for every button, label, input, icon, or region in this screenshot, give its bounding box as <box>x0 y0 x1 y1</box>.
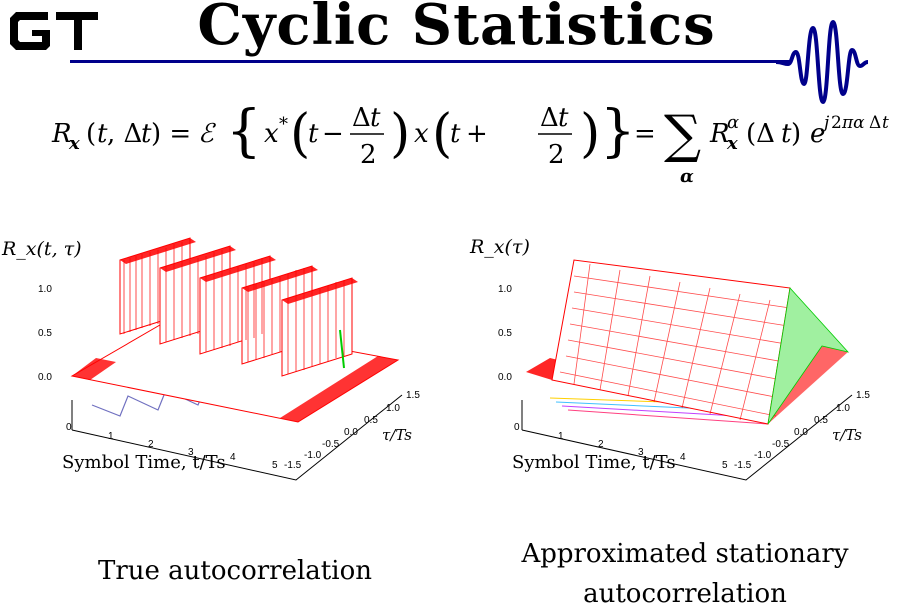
gt-logo <box>10 12 98 50</box>
right-tau-tick-6: -1.5 <box>734 460 752 471</box>
svg-text:t: t <box>558 103 569 133</box>
svg-text:t: t <box>370 103 381 133</box>
left-tau-tick-0: 1.5 <box>406 390 420 401</box>
left-caption: True autocorrelation <box>98 556 372 586</box>
svg-text:2: 2 <box>831 113 842 133</box>
svg-text:t: t <box>882 113 889 133</box>
svg-text:Δ: Δ <box>352 103 371 133</box>
svg-text:t: t <box>450 119 461 149</box>
right-x-tick-0: 0 <box>514 422 520 433</box>
left-tau-tick-1: 1.0 <box>386 403 400 414</box>
svg-text:) =: ) = <box>151 119 191 149</box>
svg-text:): ) <box>791 119 801 149</box>
left-x-tick-4: 4 <box>230 452 236 463</box>
right-tau-label: τ/Ts <box>832 426 862 444</box>
svg-text:+: + <box>466 119 488 149</box>
left-tau-label: τ/Ts <box>382 426 412 444</box>
true-autocorrelation-plot: 1.0 0.5 0.0 0 1 2 3 4 5 1.5 1.0 0.5 0.0 … <box>38 237 420 481</box>
left-tau-tick-3: 0.0 <box>344 427 358 438</box>
left-plot-ylabel: R_x(t, τ) <box>2 238 82 260</box>
right-tau-tick-0: 1.5 <box>856 390 870 401</box>
svg-text:R: R <box>51 119 72 149</box>
left-x-tick-5: 5 <box>272 460 278 471</box>
right-x-tick-1: 1 <box>558 431 564 442</box>
svg-text:α: α <box>680 166 694 187</box>
svg-text:j: j <box>820 113 830 133</box>
left-z-tick-3: 0.0 <box>38 372 52 383</box>
svg-text:e: e <box>810 119 825 149</box>
svg-text:t: t <box>141 119 152 149</box>
svg-text:(: ( <box>290 104 310 164</box>
left-tau-tick-6: -1.5 <box>284 460 302 471</box>
right-tau-tick-5: -1.0 <box>754 450 772 461</box>
right-z-tick-1: 1.0 <box>498 284 512 295</box>
svg-text:, Δ: , Δ <box>107 119 142 149</box>
left-x-tick-0: 0 <box>66 422 72 433</box>
svg-text:x: x <box>414 119 429 149</box>
svg-text:α: α <box>727 112 739 133</box>
svg-text:t: t <box>781 119 792 149</box>
left-xlabel: Symbol Time, t/Ts <box>62 452 226 473</box>
svg-text:∑: ∑ <box>664 105 701 165</box>
svg-text:(: ( <box>86 119 96 149</box>
left-tau-tick-2: 0.5 <box>364 415 378 426</box>
svg-text:(: ( <box>432 104 452 164</box>
svg-text:x: x <box>726 133 738 154</box>
svg-text:2: 2 <box>548 140 565 170</box>
right-xlabel: Symbol Time, t/Ts <box>512 452 676 473</box>
waveform-icon <box>776 19 868 105</box>
left-tau-tick-4: -0.5 <box>322 439 340 450</box>
svg-text:ℰ: ℰ <box>198 119 216 149</box>
left-x-tick-1: 1 <box>108 431 114 442</box>
svg-text:−: − <box>322 119 344 149</box>
svg-text:πα: πα <box>841 113 865 133</box>
svg-text:Δ: Δ <box>869 113 881 133</box>
left-z-tick-1: 1.0 <box>38 284 52 295</box>
right-caption-line1: Approximated stationary <box>521 539 849 569</box>
right-plot-ylabel: R_x(τ) <box>470 236 530 258</box>
left-tau-tick-5: -1.0 <box>304 450 322 461</box>
svg-text:x: x <box>264 119 279 149</box>
svg-text:=: = <box>634 119 656 149</box>
right-z-tick-3: 0.0 <box>498 372 512 383</box>
right-tau-tick-3: 0.0 <box>794 427 808 438</box>
right-x-tick-5: 5 <box>722 460 728 471</box>
svg-text:*: * <box>279 114 288 135</box>
left-x-tick-3: 3 <box>188 447 194 458</box>
stationary-autocorrelation-plot: 1.0 0.5 0.0 0 1 2 3 4 5 1.5 1.0 0.5 0.0 … <box>498 259 870 481</box>
svg-text:t: t <box>97 119 108 149</box>
svg-text:(Δ: (Δ <box>746 119 775 149</box>
slide-title: Cyclic Statistics <box>197 0 716 58</box>
right-x-tick-4: 4 <box>680 452 686 463</box>
svg-text:{: { <box>226 99 262 164</box>
title-underline <box>70 60 790 63</box>
right-caption-line2: autocorrelation <box>583 579 787 609</box>
svg-text:): ) <box>580 104 600 164</box>
right-caption: Approximated stationary autocorrelation <box>500 534 870 614</box>
svg-text:t: t <box>308 119 319 149</box>
svg-text:2: 2 <box>360 140 377 170</box>
right-tau-tick-2: 0.5 <box>814 415 828 426</box>
svg-text:x: x <box>68 133 80 154</box>
svg-text:Δ: Δ <box>540 103 559 133</box>
svg-text:): ) <box>390 104 410 164</box>
right-x-tick-2: 2 <box>598 439 604 450</box>
svg-text:}: } <box>600 99 636 164</box>
left-z-tick-2: 0.5 <box>38 328 52 339</box>
right-z-tick-2: 0.5 <box>498 328 512 339</box>
left-x-tick-2: 2 <box>148 439 154 450</box>
right-tau-tick-1: 1.0 <box>836 403 850 414</box>
right-tau-tick-4: -0.5 <box>772 439 790 450</box>
svg-text:R: R <box>709 119 730 149</box>
right-x-tick-3: 3 <box>638 447 644 458</box>
